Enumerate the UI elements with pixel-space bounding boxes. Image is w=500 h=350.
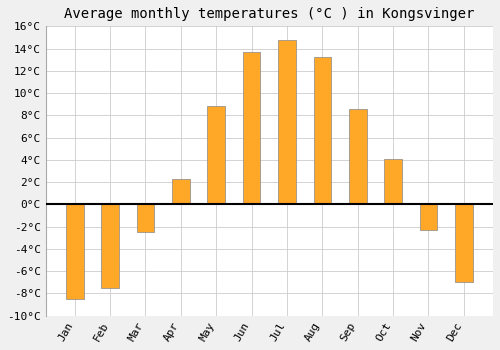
- Bar: [136, 204, 154, 232]
- Title: Average monthly temperatures (°C ) in Kongsvinger: Average monthly temperatures (°C ) in Ko…: [64, 7, 474, 21]
- Bar: [66, 204, 84, 299]
- Bar: [243, 52, 260, 204]
- Bar: [420, 204, 438, 230]
- Bar: [349, 108, 366, 204]
- Bar: [172, 179, 190, 204]
- Bar: [278, 40, 296, 204]
- Bar: [455, 204, 472, 282]
- Bar: [102, 204, 119, 288]
- Bar: [314, 57, 331, 204]
- Bar: [384, 159, 402, 204]
- Bar: [208, 106, 225, 204]
